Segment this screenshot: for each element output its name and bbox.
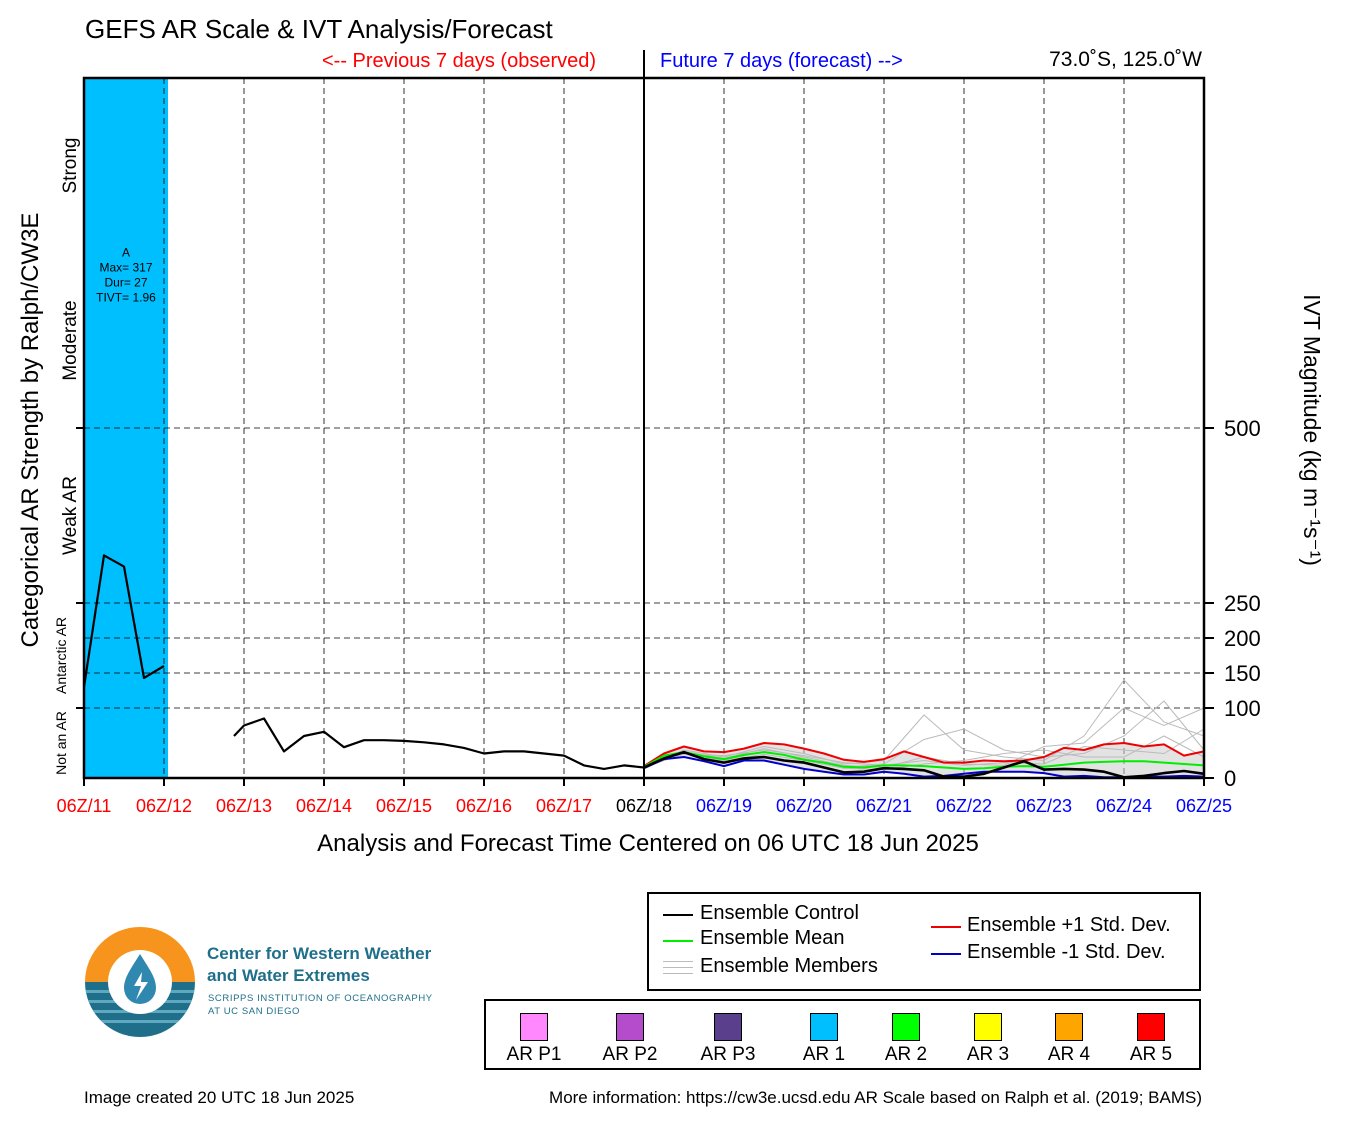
ar-3-label: AR 3 bbox=[966, 1044, 1010, 1065]
y-tick-label-4: 250 bbox=[1224, 591, 1261, 616]
legend-minus-std-swatch bbox=[931, 953, 961, 955]
category-label-1: Antarctic AR bbox=[53, 617, 69, 694]
ar-scale-legend: AR P1 AR P2 AR P3 AR 1 AR 2 AR 3 AR 4 AR… bbox=[484, 999, 1201, 1070]
ar-p1-label: AR P1 bbox=[506, 1044, 562, 1065]
x-tick-label-0: 06Z/11 bbox=[57, 796, 112, 816]
y-tick-label-1: 100 bbox=[1224, 696, 1261, 721]
ar-1-swatch bbox=[810, 1013, 838, 1041]
legend-plus-std-label: Ensemble +1 Std. Dev. bbox=[967, 914, 1171, 936]
y-tick-label-2: 150 bbox=[1224, 661, 1261, 686]
category-label-2: Weak AR bbox=[60, 476, 81, 555]
category-label-3: Moderate bbox=[60, 300, 81, 380]
cw3e-logo-icon bbox=[85, 927, 195, 1037]
y-tick-label-0: 0 bbox=[1224, 766, 1236, 791]
previous-period-label: <-- Previous 7 days (observed) bbox=[322, 50, 597, 72]
series-mean-line bbox=[643, 751, 1205, 770]
right-axis-title: IVT Magnitude (kg m⁻¹s⁻¹) bbox=[1299, 294, 1325, 566]
org-name-line-1: Center for Western Weather bbox=[207, 944, 432, 963]
legend-control-label: Ensemble Control bbox=[700, 902, 859, 924]
x-tick-label-5: 06Z/16 bbox=[456, 796, 512, 816]
x-tick-label-8: 06Z/19 bbox=[696, 796, 752, 816]
ar-p3-swatch bbox=[714, 1013, 742, 1041]
x-tick-label-11: 06Z/22 bbox=[936, 796, 992, 816]
y-tick-label-5: 500 bbox=[1224, 416, 1261, 441]
legend-members-swatch-2 bbox=[663, 967, 693, 968]
ar-p1-swatch bbox=[520, 1013, 548, 1041]
x-tick-label-2: 06Z/13 bbox=[216, 796, 272, 816]
ar-2-swatch bbox=[892, 1013, 920, 1041]
ar-5-label: AR 5 bbox=[1129, 1044, 1173, 1065]
ar-5-swatch bbox=[1137, 1013, 1165, 1041]
ar-p3-label: AR P3 bbox=[700, 1044, 756, 1065]
legend-minus-std-label: Ensemble -1 Std. Dev. bbox=[967, 941, 1166, 963]
ar-1-label: AR 1 bbox=[802, 1044, 846, 1065]
category-label-4: Strong bbox=[60, 138, 81, 194]
legend-members-label: Ensemble Members bbox=[700, 955, 878, 977]
legend-plus-std-swatch bbox=[931, 926, 961, 928]
chart-title: GEFS AR Scale & IVT Analysis/Forecast bbox=[85, 14, 553, 44]
ar-event-annotation-3: TIVT= 1.96 bbox=[96, 291, 156, 305]
x-tick-label-13: 06Z/24 bbox=[1096, 796, 1152, 816]
observed-ivt-line-0 bbox=[82, 554, 165, 688]
x-tick-label-7: 06Z/18 bbox=[616, 796, 672, 816]
ar-event-annotation-2: Dur= 27 bbox=[104, 276, 147, 290]
org-affiliation-line-2: AT UC SAN DIEGO bbox=[208, 1006, 301, 1017]
ar-p2-label: AR P2 bbox=[602, 1044, 658, 1065]
legend-members-swatch-3 bbox=[663, 973, 693, 974]
x-axis-title: Analysis and Forecast Time Centered on 0… bbox=[317, 830, 979, 857]
legend-mean-label: Ensemble Mean bbox=[700, 927, 845, 949]
ensemble-member-line-1 bbox=[643, 700, 1205, 769]
x-tick-label-10: 06Z/21 bbox=[856, 796, 912, 816]
observed-ivt-line-1 bbox=[233, 717, 645, 771]
x-tick-label-12: 06Z/23 bbox=[1016, 796, 1072, 816]
category-label-0: Not an AR bbox=[53, 711, 69, 775]
left-axis-title: Categorical AR Strength by Ralph/CW3E bbox=[17, 213, 44, 648]
ensemble-member-line-4 bbox=[643, 728, 1205, 768]
legend-control-swatch bbox=[663, 914, 693, 916]
x-tick-label-9: 06Z/20 bbox=[776, 796, 832, 816]
y-tick-label-3: 200 bbox=[1224, 626, 1261, 651]
legend-mean-swatch bbox=[663, 940, 693, 942]
x-tick-label-4: 06Z/15 bbox=[376, 796, 432, 816]
more-info-note: More information: https://cw3e.ucsd.edu … bbox=[549, 1088, 1202, 1107]
series-control-line bbox=[643, 750, 1205, 779]
legend-members-swatch bbox=[663, 961, 693, 962]
ar-3-swatch bbox=[974, 1013, 1002, 1041]
ar-4-label: AR 4 bbox=[1047, 1044, 1091, 1065]
org-affiliation-line-1: SCRIPPS INSTITUTION OF OCEANOGRAPHY bbox=[208, 993, 433, 1004]
org-name-line-2: and Water Extremes bbox=[207, 966, 370, 985]
ar-p2-swatch bbox=[616, 1013, 644, 1041]
ar-4-swatch bbox=[1055, 1013, 1083, 1041]
image-created-note: Image created 20 UTC 18 Jun 2025 bbox=[84, 1088, 355, 1107]
series-legend: Ensemble Control Ensemble Mean Ensemble … bbox=[647, 892, 1201, 991]
x-tick-label-6: 06Z/17 bbox=[536, 796, 592, 816]
ar-event-annotation-1: Max= 317 bbox=[99, 261, 152, 275]
location-label: 73.0˚S, 125.0˚W bbox=[1049, 48, 1202, 71]
future-period-label: Future 7 days (forecast) --> bbox=[660, 50, 903, 72]
x-tick-label-1: 06Z/12 bbox=[136, 796, 192, 816]
x-tick-label-3: 06Z/14 bbox=[296, 796, 352, 816]
ar-2-label: AR 2 bbox=[884, 1044, 928, 1065]
x-tick-label-14: 06Z/25 bbox=[1176, 796, 1232, 816]
ar-event-annotation-0: A bbox=[122, 246, 130, 260]
series-plus_std-line bbox=[643, 742, 1205, 767]
